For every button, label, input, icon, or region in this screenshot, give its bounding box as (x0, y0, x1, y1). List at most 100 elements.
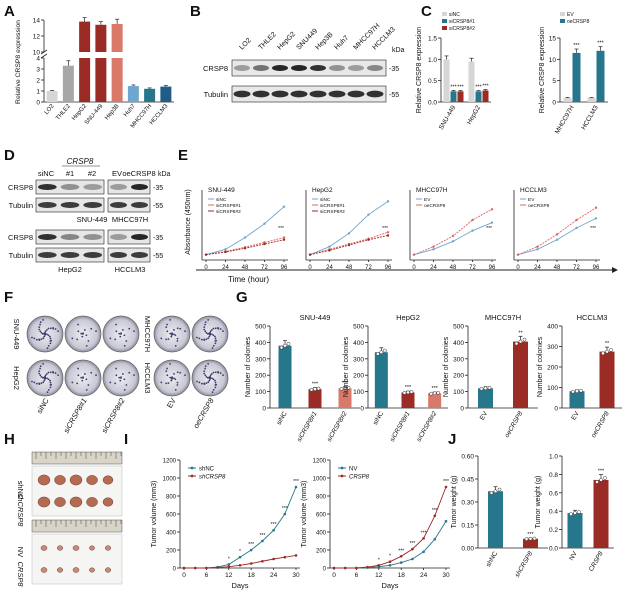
chart-title: MHCC97H (416, 187, 448, 194)
y-axis-label: Relative CRSP8 expression (539, 27, 546, 113)
colony-dot (44, 374, 47, 377)
tumor-specimen (57, 567, 64, 573)
category-label: shNC (485, 550, 499, 568)
data-point (182, 566, 186, 570)
protein-band (83, 234, 102, 240)
y-tick-label: 0.0 (428, 100, 437, 107)
bar-chart-J1: 0.0 0.2 0.4 0.6 0.8 1.0 Tumor weight (g) NV *** C… (535, 454, 614, 573)
colony-dot (115, 330, 118, 333)
bar (567, 513, 583, 548)
legend-marker (340, 474, 344, 478)
lane-label: #1 (66, 169, 74, 178)
y-axis-label: Tumor volume (mm3) (301, 481, 308, 548)
colony-dot (52, 370, 54, 373)
colony-dot (198, 337, 201, 340)
y-tick-label: 0.2 (549, 527, 558, 534)
significance-stars: *** (248, 542, 254, 548)
colony-dot (207, 337, 210, 340)
protein-band (60, 252, 80, 258)
tumor-specimen (86, 497, 98, 507)
colony-dot (196, 380, 198, 383)
legend-label: siCRSP8#2 (449, 26, 475, 32)
colony-dot (211, 347, 214, 350)
bar (563, 97, 572, 102)
colony-dot (176, 384, 179, 386)
category-label: EV (479, 410, 490, 422)
y-tick-label: 100 (255, 389, 266, 396)
data-point (343, 386, 347, 391)
bar (79, 58, 91, 102)
tumor-specimen (89, 545, 95, 551)
tumor-specimen (102, 497, 114, 507)
colony-dot (166, 330, 169, 333)
colony-dot (207, 332, 209, 335)
colony-dot (208, 335, 211, 338)
y-tick-label: 4 (36, 56, 40, 63)
data-point (429, 391, 434, 396)
significance-stars: *** (590, 226, 596, 232)
colony-dot (71, 337, 74, 340)
colony-dot (44, 330, 47, 333)
colony-dot (49, 386, 52, 389)
colony-dot (47, 344, 50, 347)
data-point (224, 248, 227, 251)
significance-stars: *** (271, 522, 277, 528)
column-label: siCRSP8#1 (62, 397, 89, 435)
y-axis-label: Tumor weight (g) (451, 476, 458, 529)
colony-dot (84, 329, 86, 331)
colony-dot (219, 328, 222, 330)
colony-dot (205, 331, 208, 334)
significance-stars: *** (432, 508, 438, 514)
data-point (355, 566, 358, 570)
data-point (422, 537, 425, 540)
legend-label: siCRSP8#1 (449, 19, 475, 25)
colony-dot (118, 376, 121, 379)
colony-dot (211, 377, 213, 380)
colony-dot (49, 327, 52, 330)
colony-dot (49, 371, 52, 374)
y-tick-label: 0.0 (549, 546, 558, 553)
colony-dot (114, 382, 117, 385)
y-tick-label: 600 (166, 513, 177, 519)
y-tick-label: 1.0 (549, 454, 558, 461)
legend-label: siCRSP8#2 (216, 209, 241, 215)
colony-dot (43, 379, 46, 382)
legend-swatch (560, 19, 565, 23)
x-tick-label: 24 (270, 572, 278, 579)
legend-label: siCRSP8#1 (216, 203, 241, 209)
data-point (263, 222, 266, 225)
colony-dot (211, 333, 213, 336)
column-label: siNC (35, 396, 51, 415)
colony-dot (211, 373, 213, 375)
colony-dot (203, 372, 206, 375)
mw-marker: -35 (389, 66, 399, 73)
y-tick-label: 1.0 (428, 57, 437, 64)
y-tick-label: 100 (353, 389, 364, 396)
bar (468, 61, 475, 102)
y-axis-label: Number of colonies (245, 336, 252, 397)
colony-dot (40, 331, 43, 334)
colony-dot (87, 384, 90, 386)
colony-dot (57, 330, 59, 333)
series-line (517, 207, 597, 256)
colony-dot (46, 377, 48, 380)
colony-dot (211, 391, 214, 394)
protein-band (290, 90, 308, 98)
colony-dot (212, 344, 215, 347)
column-label: siCRSP8#2 (100, 396, 128, 435)
significance-stars: *** (457, 84, 464, 90)
data-point (294, 485, 298, 489)
chart-title: SNU-449 (300, 313, 331, 322)
colony-dot (85, 378, 88, 381)
colony-dot (165, 326, 168, 329)
significance-stars: *** (382, 226, 388, 232)
x-tick-label: 0 (516, 265, 520, 271)
y-tick-label: 15 (549, 36, 557, 43)
x-tick-label: 24 (222, 265, 229, 271)
colony-dot (80, 332, 83, 335)
data-point (272, 528, 275, 532)
colony-dot (212, 378, 215, 381)
